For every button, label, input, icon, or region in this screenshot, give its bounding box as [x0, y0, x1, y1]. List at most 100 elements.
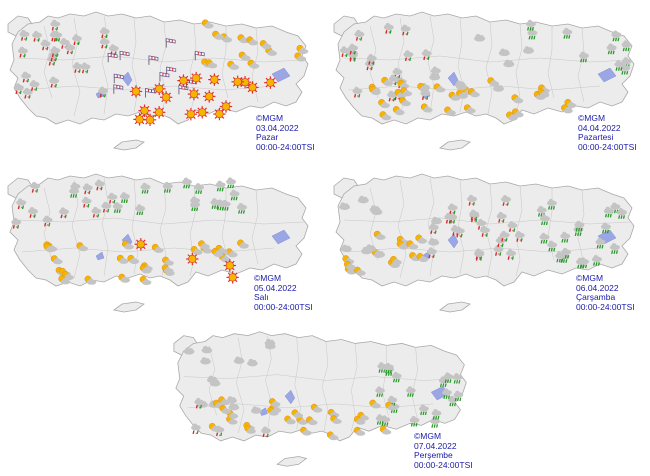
partly-cloudy-icon — [296, 44, 309, 55]
svg-text:*: * — [510, 257, 512, 262]
rain-icon — [194, 183, 205, 194]
svg-text:*: * — [63, 215, 65, 220]
rain-icon — [384, 362, 394, 374]
snow-rain-icon: * — [65, 43, 76, 56]
rain-icon — [419, 404, 429, 416]
snow-rain-icon: * — [16, 198, 27, 211]
rain-icon — [229, 189, 240, 201]
partly-cloudy-icon — [420, 103, 433, 113]
cloud-icon — [357, 195, 369, 204]
cloud-icon — [340, 244, 352, 253]
snow-rain-icon: * — [514, 231, 525, 244]
snow-rain-icon: * — [29, 80, 40, 93]
partly-cloudy-icon — [444, 106, 456, 116]
svg-text:*: * — [34, 88, 36, 93]
snow-rain-icon: * — [80, 62, 91, 75]
partly-cloudy-icon — [300, 426, 312, 436]
snow-rain-icon: * — [99, 27, 110, 40]
svg-text:*: * — [359, 38, 361, 43]
svg-text:*: * — [21, 206, 23, 211]
svg-text:*: * — [26, 79, 28, 84]
partly-cloudy-icon — [433, 83, 446, 93]
cloud-icon — [209, 379, 221, 387]
svg-text:*: * — [357, 95, 359, 100]
windsock-icon — [107, 52, 118, 63]
snow-rain-icon: * — [22, 87, 33, 101]
snow-rain-icon: * — [507, 221, 518, 234]
cyprus-island — [113, 301, 145, 313]
partly-cloudy-icon — [353, 415, 366, 425]
svg-text:*: * — [501, 220, 503, 225]
windsock-icon — [166, 66, 177, 77]
rain-icon — [539, 232, 550, 244]
svg-text:*: * — [498, 253, 500, 258]
cloud-icon — [522, 46, 534, 54]
svg-text:*: * — [388, 31, 390, 36]
snow-rain-icon: * — [191, 423, 201, 436]
turkey-map-day3: * * * * * * * * * * * * — [7, 173, 309, 313]
rain-icon — [210, 198, 221, 209]
partly-cloudy-icon — [294, 52, 307, 62]
cloud-icon — [474, 33, 486, 42]
windsock-icon — [159, 72, 170, 82]
snow-rain-icon: * — [19, 29, 30, 43]
snow-rain-icon: * — [11, 217, 22, 231]
partly-cloudy-icon — [161, 264, 174, 274]
snow-rain-icon: * — [467, 194, 478, 208]
copyright-label: ©MGM — [578, 113, 606, 123]
rain-icon — [431, 409, 442, 420]
windsock-icon — [119, 50, 130, 61]
rain-icon — [220, 199, 231, 211]
weather-symbols: ********************** — [339, 194, 627, 276]
snow-rain-icon: * — [42, 215, 53, 228]
rain-icon — [616, 208, 627, 219]
sun-icon — [195, 106, 209, 119]
partly-cloudy-icon — [353, 266, 366, 276]
snow-rain-icon: * — [194, 397, 205, 410]
period-label: 00:00-24:00TSI — [576, 301, 635, 312]
partly-cloudy-icon — [392, 106, 405, 116]
snow-rain-icon: * — [403, 50, 414, 63]
partly-cloudy-icon — [463, 104, 476, 114]
rain-icon — [620, 63, 631, 75]
partly-cloudy-icon — [326, 431, 339, 441]
cloud-icon — [371, 207, 383, 216]
snow-rain-icon: * — [81, 196, 92, 209]
sun-icon — [143, 113, 157, 127]
partly-cloudy-icon — [564, 98, 577, 109]
rain-icon — [452, 373, 463, 384]
period-label: 00:00-24:00TSI — [254, 301, 313, 312]
weather-symbols: * * * * * * * * * * * * — [11, 177, 249, 286]
svg-text:*: * — [22, 54, 24, 59]
snow-rain-icon: * — [339, 46, 350, 59]
snow-rain-icon: * — [21, 71, 32, 84]
svg-text:*: * — [55, 54, 57, 59]
sun-icon — [208, 73, 221, 86]
rain-icon — [215, 180, 226, 192]
sun-icon — [219, 100, 233, 113]
rain-icon — [181, 177, 192, 189]
rain-icon — [430, 417, 440, 428]
map-caption-day3: ©MGM 05.04.2022 Salı 00:00-24:00TSI — [254, 273, 313, 312]
partly-cloudy-icon — [511, 108, 524, 118]
partly-cloudy-icon — [379, 425, 392, 435]
svg-text:*: * — [504, 239, 506, 244]
sun-icon — [138, 104, 151, 117]
partly-cloudy-icon — [343, 260, 356, 270]
partly-cloudy-icon — [219, 405, 231, 414]
partly-cloudy-icon — [238, 51, 251, 61]
snow-rain-icon: * — [94, 179, 105, 192]
partly-cloudy-icon — [381, 76, 394, 86]
rain-icon — [140, 182, 151, 194]
rain-icon — [119, 192, 130, 204]
cyprus-island — [113, 139, 145, 151]
partly-cloudy-icon — [84, 275, 97, 285]
partly-cloudy-icon — [506, 111, 518, 121]
svg-text:*: * — [99, 187, 101, 192]
sun-icon — [264, 76, 277, 89]
partly-cloudy-icon — [244, 425, 256, 434]
partly-cloudy-icon — [396, 240, 409, 250]
svg-text:*: * — [35, 190, 37, 195]
partly-cloudy-icon — [369, 85, 381, 95]
snow-rain-icon: * — [426, 247, 437, 260]
